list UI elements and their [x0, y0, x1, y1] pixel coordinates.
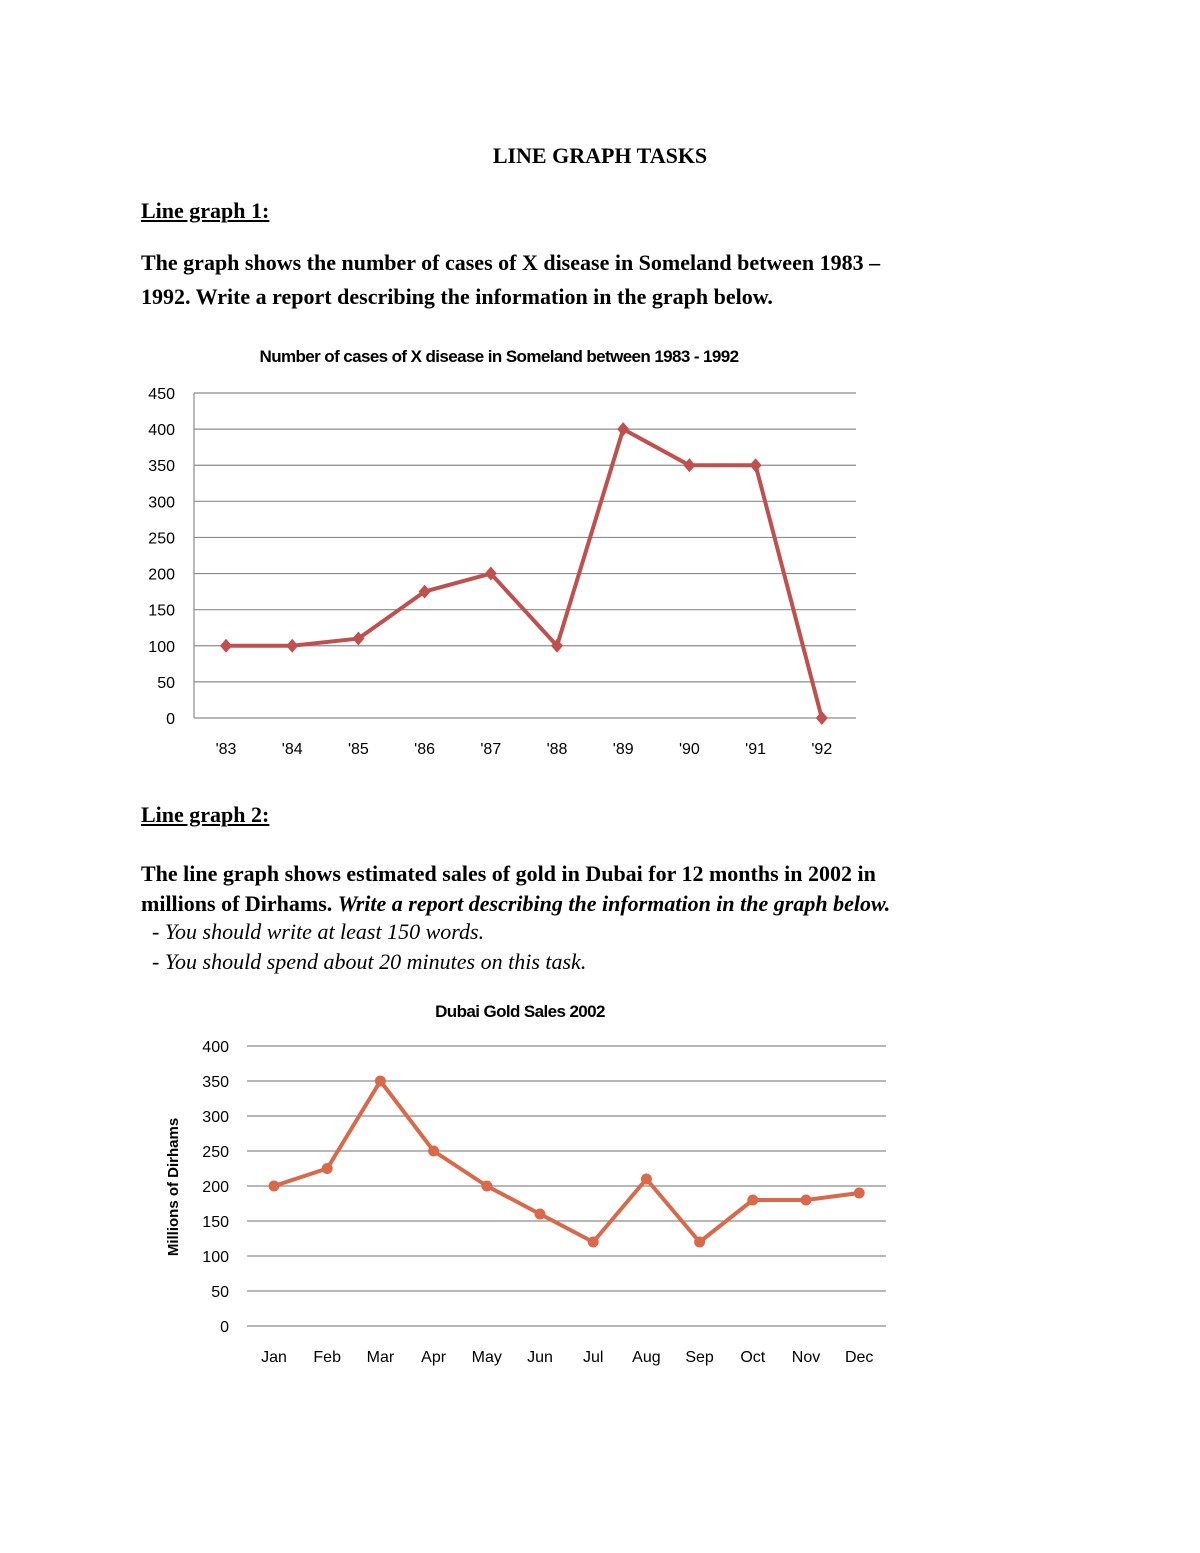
y-tick-label: 100: [148, 639, 175, 656]
data-point: [484, 566, 497, 581]
y-tick-label: 400: [148, 422, 175, 439]
section2-prompt-line2: millions of Dirhams. Write a report desc…: [141, 891, 890, 917]
x-tick-label: '90: [679, 741, 700, 758]
x-tick-label: '86: [414, 741, 435, 758]
y-tick-label: 400: [202, 1039, 229, 1056]
y-tick-label: 250: [202, 1144, 229, 1161]
x-tick-label: Jan: [261, 1349, 287, 1366]
x-tick-label: Jul: [583, 1349, 603, 1366]
data-point: [551, 638, 563, 653]
data-point: [815, 711, 828, 725]
y-tick-label: 0: [220, 1319, 229, 1336]
data-point: [853, 1187, 865, 1199]
y-tick-label: 150: [148, 603, 175, 620]
instruction-word-count: - You should write at least 150 words.: [152, 919, 485, 944]
y-tick-label: 300: [202, 1109, 229, 1126]
section2-heading: Line graph 2:: [141, 802, 270, 827]
data-point: [694, 1236, 706, 1248]
x-tick-label: Feb: [313, 1349, 341, 1366]
y-tick-label: 50: [157, 675, 175, 692]
instruction-time: - You should spend about 20 minutes on t…: [152, 949, 587, 974]
chart-title: Number of cases of X disease in Someland…: [260, 347, 739, 366]
y-tick-label: 0: [166, 711, 175, 728]
x-tick-label: '84: [282, 741, 303, 758]
x-tick-label: '92: [811, 741, 832, 758]
data-point: [286, 638, 299, 653]
x-tick-label: '87: [480, 741, 501, 758]
data-point: [683, 458, 696, 473]
x-tick-label: May: [472, 1349, 502, 1366]
section2-prompt-line1: The line graph shows estimated sales of …: [141, 861, 876, 886]
y-tick-label: 350: [202, 1074, 229, 1091]
section1-prompt-line2: 1992. Write a report describing the info…: [141, 284, 773, 309]
x-tick-label: '89: [613, 741, 634, 758]
y-tick-label: 100: [202, 1249, 229, 1266]
y-tick-label: 200: [202, 1179, 229, 1196]
section2-prompt-italic: Write a report describing the informatio…: [337, 891, 891, 916]
data-point: [800, 1194, 812, 1206]
x-tick-label: Nov: [792, 1349, 820, 1366]
y-tick-label: 250: [148, 530, 175, 547]
section2-prompt-bold: millions of Dirhams.: [141, 891, 338, 916]
series-line: [273, 1079, 860, 1244]
page-title: LINE GRAPH TASKS: [492, 143, 708, 168]
y-tick-label: 300: [148, 494, 175, 511]
y-tick-label: 50: [211, 1284, 229, 1301]
x-tick-label: '83: [216, 741, 237, 758]
data-point: [617, 422, 630, 437]
x-tick-label: Mar: [367, 1349, 395, 1366]
data-point: [481, 1180, 493, 1192]
chart-title: Dubai Gold Sales 2002: [435, 1002, 605, 1021]
data-point: [587, 1236, 599, 1248]
y-tick-label: 150: [202, 1214, 229, 1231]
x-tick-label: '88: [547, 741, 568, 758]
x-tick-label: Jun: [527, 1349, 553, 1366]
data-point: [268, 1180, 280, 1192]
x-tick-label: Dec: [845, 1349, 873, 1366]
chart-x-disease-cases: Number of cases of X disease in Someland…: [148, 347, 856, 758]
y-tick-label: 200: [148, 567, 175, 584]
data-point: [747, 1194, 759, 1206]
data-point: [640, 1173, 652, 1185]
y-tick-label: 350: [148, 458, 175, 475]
data-point: [534, 1208, 546, 1220]
data-point: [428, 1145, 440, 1157]
data-point: [374, 1075, 386, 1087]
x-tick-label: Apr: [421, 1349, 447, 1366]
series-line: [226, 427, 824, 719]
y-tick-label: 450: [148, 386, 175, 403]
section1-prompt-line1: The graph shows the number of cases of X…: [141, 250, 881, 275]
data-point: [220, 638, 232, 653]
x-tick-label: Sep: [685, 1349, 714, 1366]
x-tick-label: '85: [348, 741, 369, 758]
y-axis-title: Millions of Dirhams: [165, 1118, 182, 1256]
data-point: [321, 1163, 333, 1174]
x-tick-label: '91: [745, 741, 766, 758]
data-point: [418, 584, 431, 599]
chart-dubai-gold-sales: Dubai Gold Sales 2002 0 50 100 150 200 250 300 3…: [165, 1002, 886, 1366]
data-point: [749, 458, 762, 473]
section1-heading: Line graph 1:: [141, 198, 270, 223]
x-tick-label: Oct: [740, 1349, 765, 1366]
data-point: [352, 631, 365, 646]
x-tick-label: Aug: [632, 1349, 660, 1366]
